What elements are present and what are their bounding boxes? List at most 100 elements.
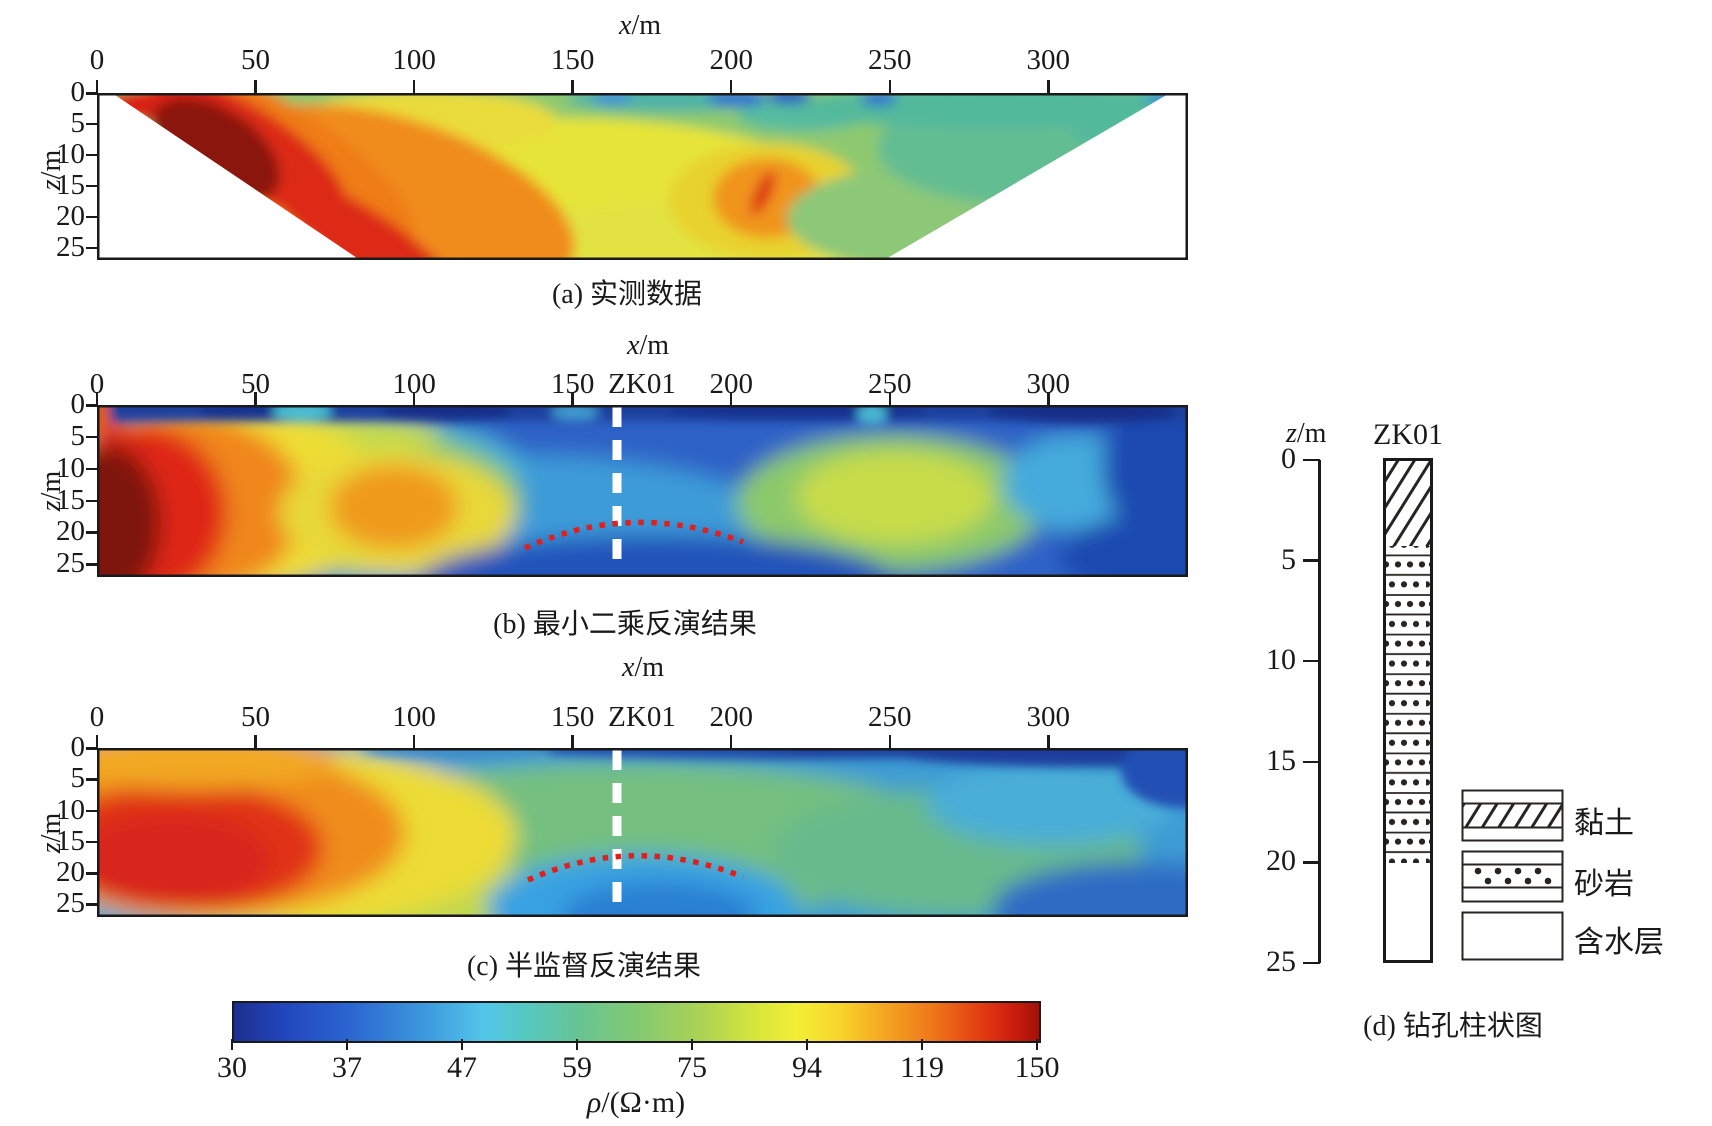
panel-c-x-axis-title: x/m (622, 652, 664, 683)
x-tick-mark-c (888, 735, 891, 748)
depth-tick-mark (1303, 559, 1320, 562)
z-tick-label-b: 20 (56, 515, 85, 548)
colorbar-tick-label: 94 (792, 1051, 822, 1084)
z-tick-label-a: 5 (70, 106, 86, 139)
x-tick-mark-b (95, 392, 99, 405)
panel-a-x-axis-title: x/m (619, 10, 661, 41)
z-tick-mark-b (86, 531, 97, 534)
zk01-label-c: ZK01 (608, 701, 676, 733)
z-tick-label-a: 15 (56, 168, 85, 201)
z-tick-mark-c (86, 809, 97, 813)
legend-label-sandstone: 砂岩 (1574, 868, 1634, 901)
z-tick-mark-c (86, 778, 97, 781)
colorbar-tick-label: 30 (217, 1051, 247, 1084)
panel-c-border (97, 748, 1188, 917)
depth-tick-label: 20 (1266, 844, 1296, 878)
depth-tick-mark (1303, 659, 1320, 663)
x-tick-mark-c (95, 735, 99, 748)
panel-b-heatmap (97, 405, 1188, 577)
colorbar-tick-label: 119 (900, 1051, 944, 1084)
panel-c-heatmap (97, 748, 1188, 917)
z-tick-label-b: 25 (56, 547, 85, 580)
colorbar-tick-mark (460, 1039, 464, 1050)
x-tick-mark-a (1047, 80, 1050, 93)
depth-tick-mark (1303, 458, 1320, 462)
depth-tick-mark (1303, 961, 1320, 965)
z-tick-label-c: 10 (56, 793, 85, 826)
panel-d-caption: (d) 钻孔柱状图 (1363, 1011, 1543, 1042)
x-tick-mark-c (254, 735, 257, 748)
z-tick-label-b: 0 (70, 388, 86, 420)
x-tick-label-c: 150 (550, 701, 595, 733)
z-tick-label-a: 0 (70, 76, 86, 108)
x-tick-mark-a (254, 80, 257, 93)
z-tick-mark-b (86, 563, 97, 566)
x-tick-mark-b (888, 392, 891, 405)
borehole-depth-axis (1318, 460, 1321, 963)
colorbar-tick-mark (1035, 1039, 1039, 1050)
x-tick-label-a: 150 (550, 44, 595, 76)
legend-label-clay: 黏土 (1574, 807, 1634, 840)
x-tick-mark-a (571, 80, 574, 93)
x-tick-label-a: 50 (241, 44, 271, 76)
depth-tick-label: 10 (1266, 643, 1296, 677)
z-tick-mark-c (86, 840, 97, 844)
x-tick-mark-b (1047, 392, 1050, 405)
z-tick-mark-a (86, 92, 97, 95)
legend-swatch-sandstone (1461, 850, 1564, 903)
colorbar-tick-mark (805, 1039, 809, 1050)
colorbar-tick-mark (575, 1039, 579, 1050)
x-tick-label-b: 0 (89, 368, 105, 400)
z-tick-label-a: 10 (56, 137, 85, 170)
legend-swatch-aquifer (1461, 911, 1564, 961)
x-tick-mark-b (412, 392, 416, 405)
layer-aquifer (1385, 863, 1431, 962)
legend-label-aquifer: 含水层 (1574, 926, 1664, 959)
depth-tick-mark (1303, 760, 1320, 764)
borehole-title: ZK01 (1373, 418, 1443, 451)
inferred-interface-arc-b (523, 519, 744, 551)
z-tick-label-c: 5 (70, 762, 86, 795)
z-tick-label-a: 20 (56, 199, 85, 232)
x-tick-mark-a (95, 80, 99, 93)
panel-a-border (97, 93, 1188, 260)
colorbar-tick-mark (690, 1039, 694, 1050)
x-tick-mark-b (729, 392, 733, 405)
depth-tick-label: 15 (1266, 743, 1296, 777)
z-tick-mark-c (86, 903, 97, 906)
colorbar-tick-label: 75 (677, 1051, 707, 1084)
z-tick-mark-b (86, 467, 97, 471)
colorbar-tick-label: 37 (332, 1051, 362, 1084)
inferred-interface-arc-c (526, 853, 745, 883)
panel-a-caption: (a) 实测数据 (551, 279, 703, 310)
z-tick-label-c: 0 (70, 731, 86, 763)
panel-b-border (97, 405, 1188, 577)
depth-tick-label: 0 (1281, 442, 1296, 475)
x-tick-label-a: 100 (392, 44, 436, 76)
depth-tick-label: 25 (1266, 945, 1296, 978)
panel-a-heatmap (97, 93, 1188, 260)
colorbar-tick-label: 47 (447, 1051, 477, 1084)
x-tick-mark-a (412, 80, 416, 93)
layer-sandstone (1385, 546, 1431, 863)
x-tick-label-a: 0 (89, 44, 105, 76)
z-tick-mark-c (86, 872, 97, 875)
x-tick-label-c: 250 (868, 701, 912, 733)
z-tick-label-c: 20 (56, 856, 85, 889)
layer-clay (1385, 460, 1431, 546)
x-tick-label-c: 300 (1026, 701, 1071, 733)
z-tick-mark-b (86, 435, 97, 439)
x-tick-label-c: 0 (89, 701, 105, 733)
x-tick-label-a: 250 (868, 44, 912, 76)
x-tick-label-a: 300 (1026, 44, 1071, 76)
x-tick-mark-c (1047, 735, 1050, 748)
colorbar-tick-label: 150 (1014, 1051, 1060, 1084)
x-tick-mark-b (254, 392, 257, 405)
z-tick-mark-a (86, 153, 97, 157)
depth-tick-label: 5 (1281, 542, 1296, 576)
borehole-column-and-legend (1383, 458, 1564, 963)
borehole-z-axis-title: z/m (1286, 418, 1327, 449)
z-tick-label-a: 25 (56, 230, 85, 263)
depth-tick-mark (1303, 861, 1320, 864)
